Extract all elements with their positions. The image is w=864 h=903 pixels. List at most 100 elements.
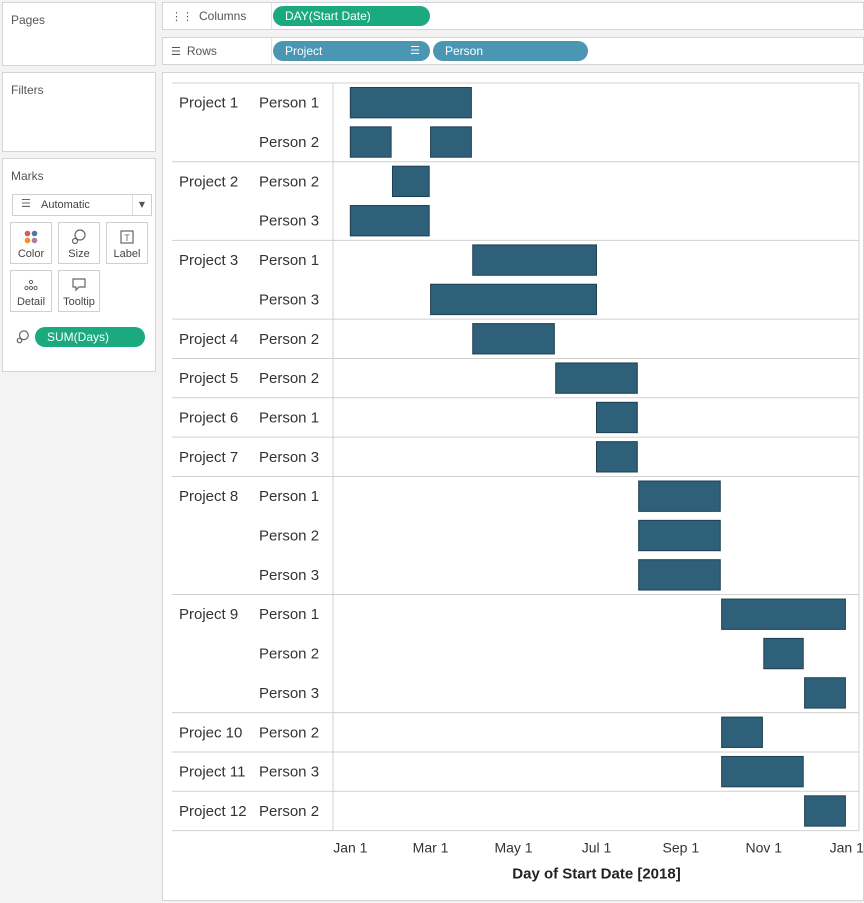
- project-label: Project 2: [179, 173, 238, 190]
- person-label: Person 1: [259, 409, 319, 426]
- project-label: Project 5: [179, 370, 238, 387]
- size-button[interactable]: Size: [58, 222, 100, 264]
- person-label: Person 1: [259, 606, 319, 623]
- gantt-bar[interactable]: [596, 441, 638, 473]
- gantt-bar[interactable]: [472, 244, 597, 276]
- view-panel: Project 1 Person 1 Person 2 Project 2 Person…: [162, 72, 864, 901]
- marks-title: Marks: [11, 169, 44, 183]
- project-label: Project 6: [179, 409, 238, 426]
- gantt-bar[interactable]: [638, 519, 721, 552]
- person-label: Person 3: [259, 291, 319, 308]
- color-button[interactable]: Color: [10, 222, 52, 264]
- project-label: Project 12: [179, 803, 247, 820]
- x-axis-title: Day of Start Date [2018]: [512, 866, 680, 883]
- mark-type-dropdown[interactable]: ☰ Automatic ▼: [12, 194, 152, 216]
- pages-title: Pages: [11, 13, 46, 27]
- gantt-bar[interactable]: [638, 559, 721, 591]
- label-button[interactable]: T Label: [106, 222, 148, 264]
- person-label: Person 2: [259, 370, 319, 387]
- gantt-bar[interactable]: [349, 205, 430, 237]
- person-label: Person 2: [259, 724, 319, 741]
- columns-shelf-label: ⋮⋮ Columns: [171, 9, 247, 23]
- gantt-bar[interactable]: [763, 637, 804, 670]
- person-label: Person 2: [259, 803, 319, 820]
- project-label: Projec 10: [179, 724, 242, 741]
- person-label: Person 1: [259, 95, 319, 112]
- gantt-bar[interactable]: [721, 716, 763, 748]
- x-tick-label: Mar 1: [413, 840, 449, 856]
- x-tick-label: May 1: [494, 840, 532, 856]
- project-label: Project 1: [179, 95, 238, 112]
- size-field-icon: [16, 330, 30, 349]
- label-icon: T: [107, 229, 147, 247]
- sort-icon[interactable]: ☰: [410, 44, 420, 57]
- gantt-bar[interactable]: [472, 323, 555, 355]
- gantt-bar[interactable]: [349, 87, 472, 119]
- day-start-date-pill[interactable]: DAY(Start Date): [273, 6, 430, 26]
- person-label: Person 1: [259, 488, 319, 505]
- person-label: Person 3: [259, 685, 319, 702]
- person-label: Person 2: [259, 646, 319, 663]
- tooltip-icon: [59, 277, 99, 295]
- person-pill[interactable]: Person: [433, 41, 588, 61]
- columns-shelf[interactable]: ⋮⋮ Columns DAY(Start Date): [162, 2, 864, 30]
- size-label: Size: [68, 248, 90, 260]
- rows-shelf-label: ☰ Rows: [171, 44, 217, 58]
- tooltip-label: Tooltip: [63, 296, 95, 308]
- gantt-bar[interactable]: [804, 795, 846, 827]
- filters-title: Filters: [11, 83, 44, 97]
- project-label: Project 7: [179, 449, 238, 466]
- gantt-bar[interactable]: [349, 126, 392, 158]
- detail-icon: [11, 277, 51, 295]
- project-pill-label: Project: [285, 44, 323, 58]
- sum-days-pill[interactable]: SUM(Days): [35, 327, 145, 347]
- gantt-bar[interactable]: [596, 401, 638, 434]
- gantt-bar[interactable]: [430, 283, 597, 316]
- person-label: Person 3: [259, 213, 319, 230]
- x-tick-label: Jan 1: [830, 840, 863, 856]
- project-label: Project 9: [179, 606, 238, 623]
- detail-button[interactable]: Detail: [10, 270, 52, 312]
- tooltip-button[interactable]: Tooltip: [58, 270, 100, 312]
- label-label: Label: [113, 248, 141, 260]
- person-label: Person 1: [259, 252, 319, 269]
- person-label: Person 2: [259, 134, 319, 151]
- mark-type-label: Automatic: [41, 199, 90, 211]
- project-pill[interactable]: Project ☰: [273, 41, 430, 61]
- rows-shelf-divider: [271, 38, 272, 64]
- x-tick-label: Jul 1: [582, 840, 612, 856]
- gantt-bar[interactable]: [804, 677, 846, 709]
- gantt-bar[interactable]: [638, 480, 721, 512]
- project-label: Project 11: [179, 764, 245, 781]
- gantt-icon: ☰: [21, 197, 31, 210]
- person-label: Person 3: [259, 567, 319, 584]
- gantt-bar[interactable]: [391, 165, 430, 198]
- size-icon: [59, 229, 99, 247]
- gantt-bar[interactable]: [430, 126, 472, 158]
- x-tick-label: Jan 1: [333, 840, 367, 856]
- columns-shelf-divider: [271, 3, 272, 29]
- person-label: Person 2: [259, 528, 319, 545]
- columns-icon: ⋮⋮: [171, 10, 193, 23]
- pages-card[interactable]: Pages: [2, 2, 156, 66]
- x-tick-label: Sep 1: [663, 840, 700, 856]
- gantt-bar[interactable]: [555, 362, 638, 394]
- gantt-bar[interactable]: [721, 598, 846, 630]
- detail-label: Detail: [16, 296, 46, 308]
- person-label: Person 2: [259, 173, 319, 190]
- project-label: Project 8: [179, 488, 238, 505]
- gantt-chart: Project 1 Person 1 Person 2 Project 2 Person…: [172, 82, 863, 883]
- filters-card[interactable]: Filters: [2, 72, 156, 152]
- rows-shelf[interactable]: ☰ Rows Project ☰ Person: [162, 37, 864, 65]
- project-label: Project 3: [179, 252, 238, 269]
- gantt-bar[interactable]: [721, 755, 804, 788]
- person-label: Person 2: [259, 331, 319, 348]
- svg-text:T: T: [124, 233, 130, 243]
- project-label: Project 4: [179, 331, 238, 348]
- rows-icon: ☰: [171, 45, 181, 58]
- x-tick-label: Nov 1: [746, 840, 783, 856]
- chevron-down-icon[interactable]: ▼: [132, 195, 151, 215]
- person-label: Person 3: [259, 449, 319, 466]
- marks-card: Marks ☰ Automatic ▼ Color Size T Label: [2, 158, 156, 372]
- color-label: Color: [17, 248, 45, 260]
